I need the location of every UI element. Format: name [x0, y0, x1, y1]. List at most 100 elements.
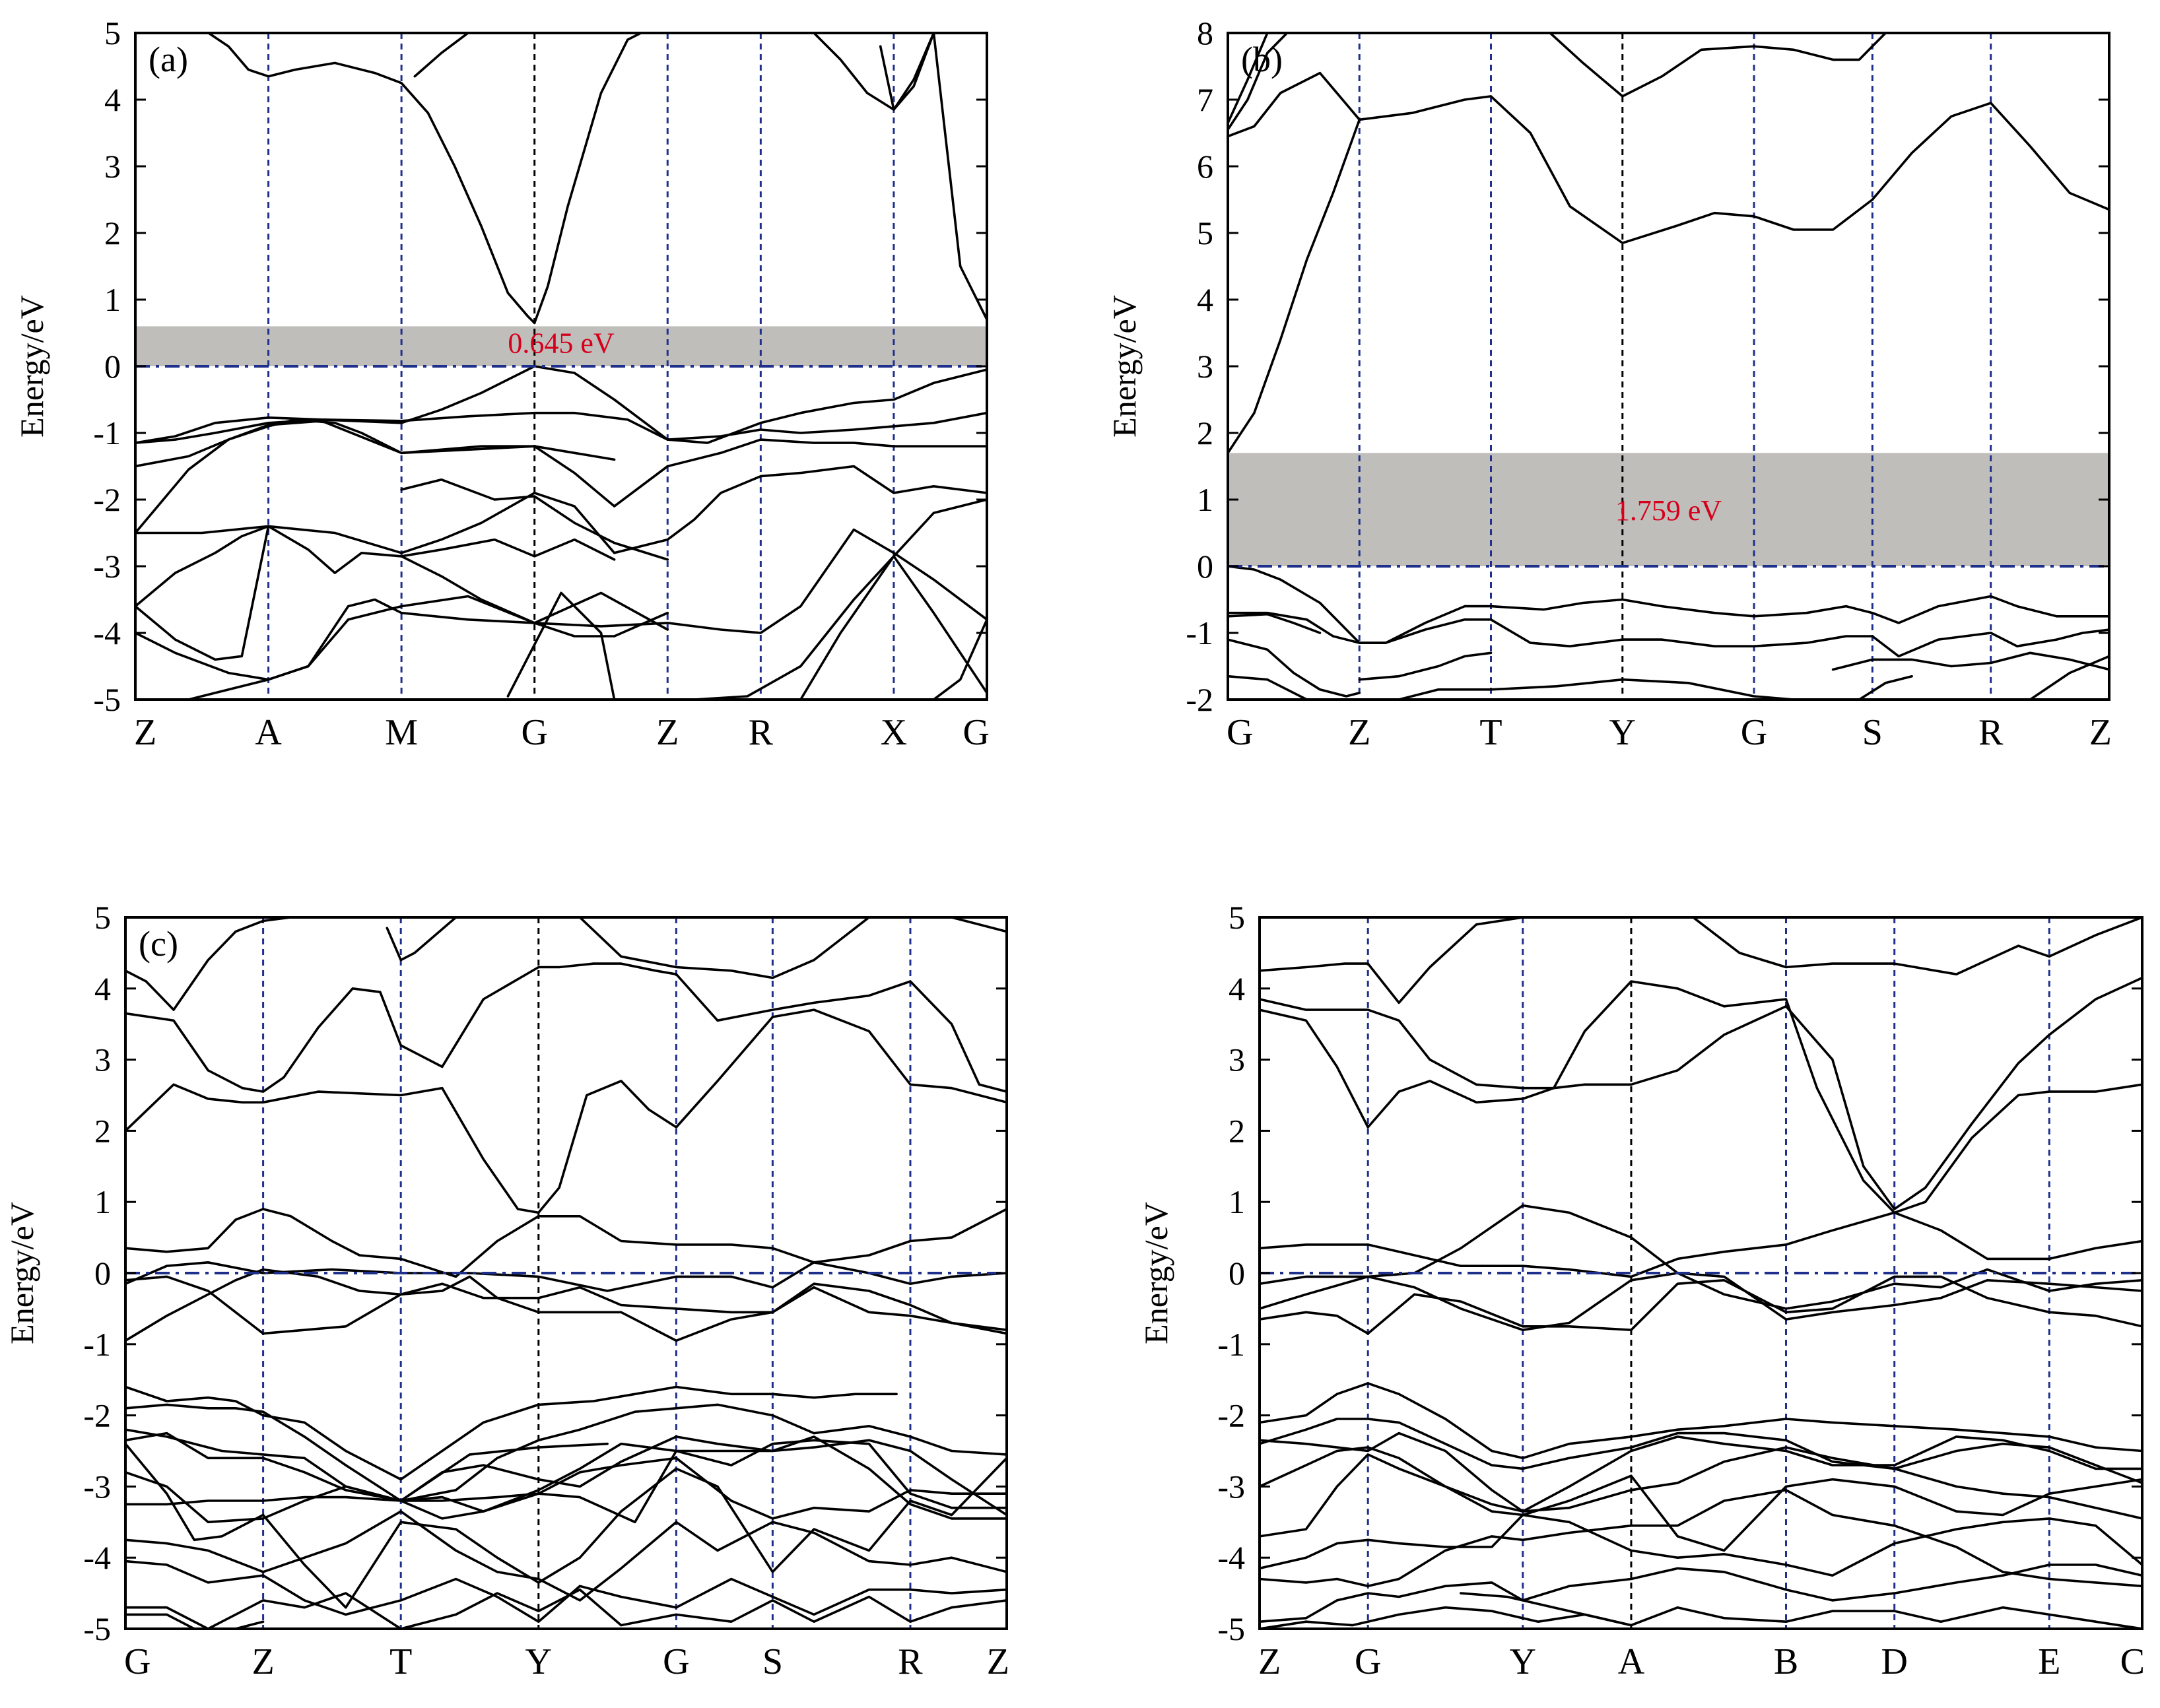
- plot-area: [1228, 33, 2109, 700]
- k-point-label: Y: [525, 1641, 552, 1682]
- energy-band: [1228, 674, 1308, 700]
- energy-band: [135, 525, 987, 634]
- energy-band: [1228, 71, 1361, 138]
- panel-b-band-structure: 1.759 eV 8 7 6 5 4 3 2 1 0 -1 -2 G Z T Y G S R Z Energy/eV (b…: [1106, 15, 2112, 753]
- energy-band: [187, 678, 270, 700]
- y-axis-title: Energy/eV: [13, 295, 50, 438]
- energy-band: [125, 1435, 1007, 1524]
- k-point-label: Z: [134, 712, 156, 753]
- energy-band: [1228, 611, 2109, 658]
- k-point-label: G: [124, 1641, 151, 1682]
- energy-band: [1228, 612, 1322, 634]
- y-tick-label: 2: [1197, 414, 1213, 451]
- energy-band: [1260, 1606, 2142, 1629]
- energy-band: [1549, 33, 1887, 98]
- plot-area: [1260, 917, 2142, 1629]
- k-point-label: E: [2038, 1641, 2060, 1682]
- energy-band: [1260, 1272, 2142, 1331]
- k-point-label: Y: [1510, 1641, 1536, 1682]
- plot-area: [135, 33, 987, 700]
- y-tick-label: 1: [1197, 481, 1213, 518]
- y-tick-label: 2: [94, 1112, 111, 1149]
- y-tick-label: 4: [104, 81, 121, 118]
- energy-band: [1260, 1446, 2142, 1520]
- energy-band: [666, 411, 987, 441]
- energy-band: [813, 33, 987, 321]
- energy-band: [125, 1403, 1007, 1502]
- energy-band: [125, 1442, 1007, 1609]
- y-tick-label: 3: [1197, 348, 1213, 385]
- k-point-label: X: [881, 712, 907, 753]
- y-tick-label: 4: [1229, 970, 1245, 1007]
- energy-band: [413, 33, 469, 78]
- panel-label: (a): [149, 40, 188, 79]
- y-tick-label: -5: [93, 681, 121, 718]
- y-tick-label: 5: [104, 15, 121, 51]
- energy-band: [399, 1442, 609, 1502]
- energy-band: [1460, 1592, 1633, 1627]
- energy-band: [1260, 1453, 2142, 1552]
- y-tick-label: -4: [1217, 1539, 1245, 1576]
- y-tick-label: -3: [1217, 1468, 1245, 1505]
- k-point-label: A: [255, 712, 282, 753]
- energy-band: [1260, 1211, 2142, 1278]
- energy-band: [125, 962, 1007, 1093]
- energy-band: [879, 33, 935, 111]
- energy-band: [1260, 1275, 2142, 1335]
- y-axis-title: Energy/eV: [3, 1202, 40, 1344]
- k-point-label: Z: [2089, 712, 2112, 753]
- energy-band: [2029, 655, 2109, 700]
- y-tick-label: 4: [1197, 281, 1213, 318]
- y-tick-label: 1: [94, 1183, 111, 1220]
- y-tick-label: -5: [83, 1610, 111, 1647]
- energy-band: [400, 478, 669, 561]
- energy-band: [1358, 651, 1493, 681]
- y-axis-title: Energy/eV: [1137, 1202, 1174, 1344]
- y-axis-title: Energy/eV: [1106, 295, 1143, 438]
- y-tick-label: -4: [83, 1539, 111, 1576]
- y-tick-label: -2: [93, 481, 121, 518]
- energy-band: [666, 438, 987, 468]
- k-point-label: Z: [252, 1641, 274, 1682]
- k-point-label: Y: [1609, 712, 1636, 753]
- k-point-label: Z: [656, 712, 679, 753]
- y-tick-label: -1: [93, 414, 121, 451]
- energy-band: [125, 1588, 1007, 1629]
- energy-band: [386, 917, 1007, 979]
- k-point-label: D: [1881, 1641, 1907, 1682]
- k-point-label: C: [2120, 1641, 2145, 1682]
- energy-band: [1260, 917, 2142, 1004]
- plot-area: [125, 917, 1007, 1629]
- k-point-label: R: [749, 712, 774, 753]
- y-tick-label: -5: [1217, 1610, 1245, 1647]
- energy-band: [135, 492, 669, 554]
- k-point-label: R: [898, 1641, 923, 1682]
- panel-a-band-structure: 0.645 eV 5 4 3 2 1 0 -1 -2 -3 -4 -5 Z A M G Z R X G Energy/e…: [13, 15, 990, 753]
- y-tick-label: 2: [104, 214, 121, 251]
- y-tick-label: 1: [1229, 1183, 1245, 1220]
- y-tick-label: -1: [1217, 1326, 1245, 1363]
- energy-band: [1228, 95, 2109, 455]
- k-point-label: T: [389, 1641, 412, 1682]
- y-tick-label: -2: [1186, 681, 1213, 718]
- energy-band: [125, 1208, 1007, 1278]
- k-point-label: S: [1862, 712, 1883, 753]
- y-tick-label: 8: [1197, 15, 1213, 51]
- energy-band: [267, 591, 669, 681]
- band-gap-region: [135, 326, 987, 366]
- energy-band: [506, 591, 616, 700]
- y-tick-label: 3: [104, 148, 121, 185]
- energy-band: [125, 1275, 1007, 1342]
- energy-band: [1260, 976, 2142, 1210]
- energy-band: [1858, 674, 1913, 700]
- y-tick-label: -3: [93, 548, 121, 585]
- y-tick-label: 3: [1229, 1041, 1245, 1078]
- k-point-label: Z: [987, 1641, 1009, 1682]
- y-tick-label: -4: [93, 614, 121, 651]
- energy-band: [1260, 1489, 2142, 1588]
- energy-band: [125, 1261, 1007, 1292]
- energy-band: [1228, 638, 1361, 698]
- energy-band: [1398, 678, 1795, 700]
- y-tick-label: 0: [1197, 548, 1213, 585]
